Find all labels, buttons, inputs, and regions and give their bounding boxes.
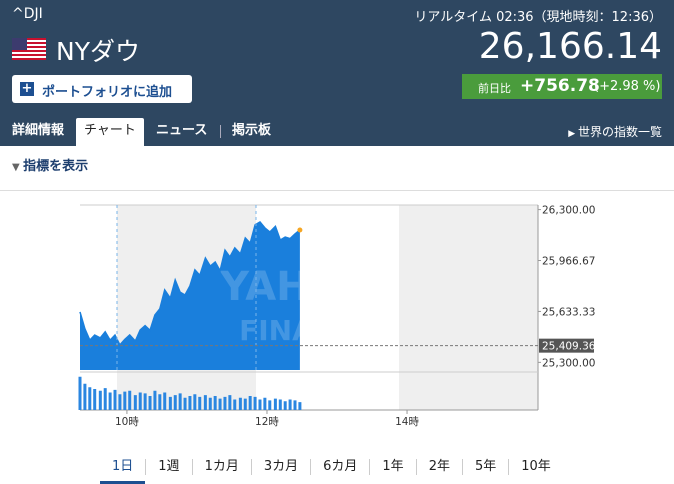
volume-bar [253, 396, 257, 410]
volume-bar [263, 397, 267, 410]
volume-bar [163, 392, 167, 410]
period-tab[interactable]: 5年 [461, 459, 508, 475]
volume-bar [233, 399, 237, 410]
watermark-text: YAHOO! [219, 264, 396, 310]
volume-bar [143, 393, 147, 410]
volume-bar [278, 399, 282, 410]
y-tick-label: 25,966.67 [542, 256, 595, 268]
volume-bar [228, 395, 232, 410]
index-name: NYダウ [56, 37, 140, 66]
volume-bar [273, 398, 277, 410]
realtime: リアルタイム 02:36（現地時刻：12:36） [414, 10, 662, 25]
period-tabs: 1日 1週 1カ月 3カ月 6カ月 1年 2年 5年 10年 [100, 455, 563, 484]
period-tab[interactable]: 6カ月 [310, 459, 369, 475]
period-tab[interactable]: 1週 [145, 459, 191, 475]
volume-bar [193, 394, 197, 410]
volume-bar [248, 396, 252, 410]
volume-bar [108, 392, 112, 410]
volume-bar [258, 399, 262, 410]
y-tick-label: 25,633.33 [542, 306, 595, 318]
chart: YAHOO! FINANCE 26,300.00 25,966.67 25,633.33… [78, 204, 596, 428]
volume-bar [293, 400, 297, 410]
x-tick-label: 10時 [115, 416, 139, 428]
volume-bar [213, 396, 217, 410]
volume-bar [188, 396, 192, 410]
volume-bar [118, 394, 122, 410]
change-label: 前日比 [478, 82, 511, 95]
volume-bar [103, 388, 107, 410]
period-tab[interactable]: 1カ月 [191, 459, 251, 475]
period-tab[interactable]: 3カ月 [250, 459, 310, 475]
volume-bar [223, 396, 227, 410]
volume-bar [218, 398, 222, 410]
change-box: 前日比 +756.78 (+2.98 %) [462, 74, 662, 99]
volume-bar [93, 389, 97, 410]
add-button[interactable]: + ポートフォリオに追加 [12, 75, 192, 103]
add-button-label: ポートフォリオに追加 [42, 85, 173, 100]
change: +756.78 [520, 76, 600, 96]
reference-label-box [539, 338, 594, 353]
period-tab[interactable]: 1日 [100, 459, 146, 484]
watermark-text: FINANCE [239, 314, 377, 347]
volume-bar [208, 397, 212, 410]
tab[interactable]: チャート [76, 118, 144, 146]
volume-bar [178, 393, 182, 410]
x-tick-label: 12時 [255, 416, 279, 428]
volume-bar [238, 397, 242, 410]
session-band [399, 205, 538, 410]
separator [220, 125, 221, 138]
volume-bar [88, 387, 92, 410]
y-tick-label: 25,300.00 [542, 357, 595, 369]
volume-bar [283, 401, 287, 410]
x-tick-label: 14時 [395, 416, 419, 428]
volume-bar [243, 398, 247, 410]
world-link[interactable]: ▶ 世界の指数一覧 [568, 125, 662, 139]
watermark: YAHOO! FINANCE [219, 264, 396, 347]
volume-bar [183, 397, 187, 410]
period-tab[interactable]: 10年 [508, 459, 563, 475]
volume-bar [198, 396, 202, 410]
tab[interactable]: 掲示板 [232, 123, 272, 138]
volume-bar [268, 400, 272, 410]
symbol: ^DJI [12, 6, 43, 22]
volume-bar [153, 390, 157, 410]
volume-bar [158, 394, 162, 410]
tab[interactable]: ニュース [156, 123, 208, 138]
tab[interactable]: 詳細情報 [12, 123, 65, 138]
world-link-label: 世界の指数一覧 [577, 125, 662, 139]
y-tick-label: 26,300.00 [542, 205, 595, 217]
volume-bar [168, 396, 172, 410]
change-pct: (+2.98 %) [594, 79, 661, 94]
volume-bar [123, 391, 127, 410]
volume-bar [288, 399, 292, 410]
volume-bar [148, 396, 152, 410]
volume-bar [78, 376, 82, 410]
period-tab[interactable]: 2年 [415, 459, 462, 475]
volume-bar [113, 389, 117, 410]
reference-label: 25,409.36 [542, 341, 596, 353]
indicator-toggle[interactable]: ▼ 指標を表示 [12, 159, 89, 174]
volume-bar [173, 395, 177, 410]
period-tab[interactable]: 1年 [369, 459, 415, 475]
area [80, 222, 300, 370]
last-point [297, 227, 303, 233]
volume-bar [138, 392, 142, 410]
volume-bar [83, 383, 87, 410]
volume-bar [133, 395, 137, 410]
volume-bar [98, 390, 102, 410]
divider [0, 190, 674, 191]
indicator-label: 指標を表示 [23, 159, 89, 174]
price: 26,166.14 [478, 26, 662, 67]
flag [12, 38, 46, 60]
volume-bar [203, 395, 207, 410]
volume-bar [298, 402, 302, 410]
header: ^DJI リアルタイム 02:36（現地時刻：12:36） NYダウ 26,16… [0, 0, 674, 146]
volume-bar [128, 390, 132, 410]
